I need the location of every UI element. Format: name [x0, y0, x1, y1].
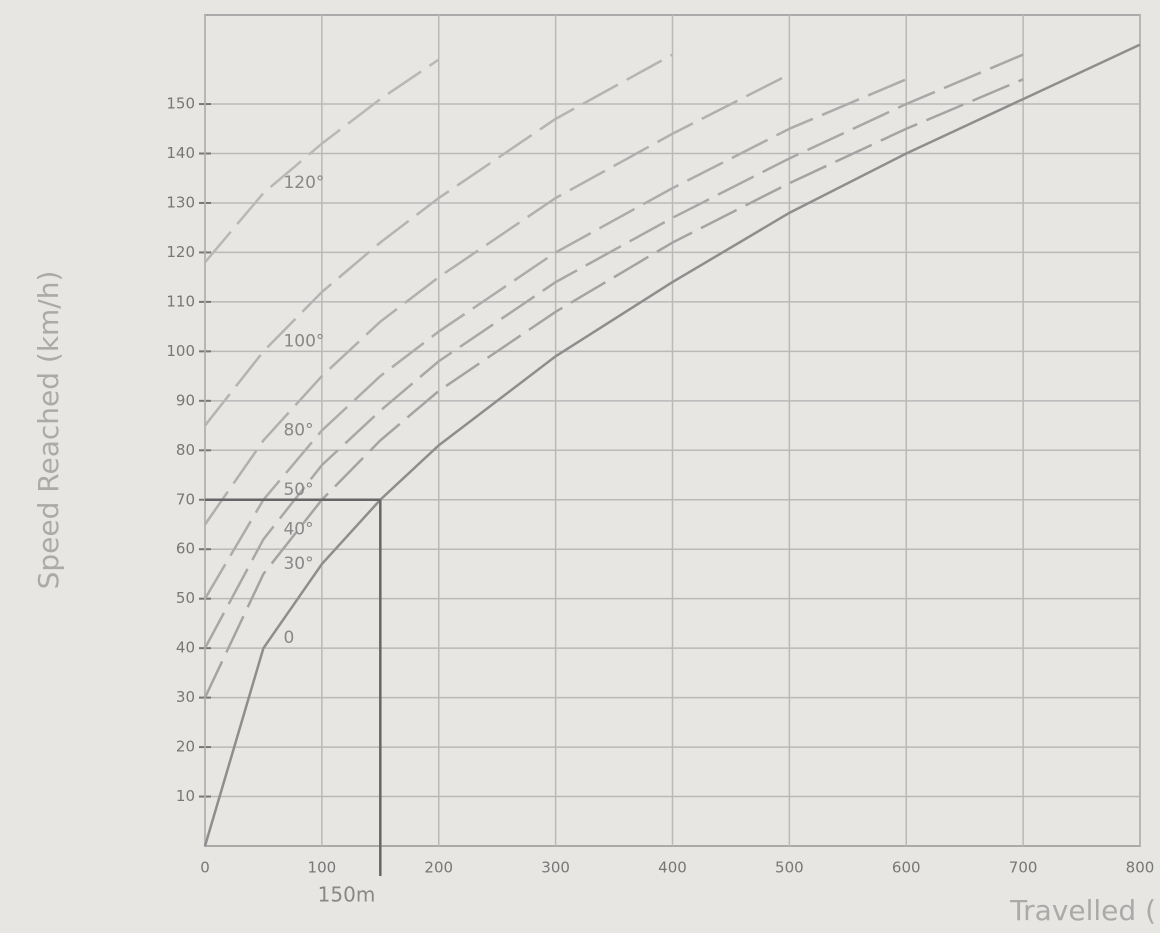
series-line: [203, 73, 790, 526]
series-label: 50°: [283, 480, 313, 500]
series-line: [203, 43, 1141, 847]
x-tick-label: 500: [775, 859, 804, 877]
y-tick-label: 10: [176, 787, 195, 805]
x-tick-label: 400: [658, 859, 687, 877]
series-label: 0: [283, 628, 294, 648]
y-tick-label: 120: [166, 243, 195, 261]
y-tick-label: 70: [176, 490, 195, 508]
x-tick-label: 100: [308, 859, 337, 877]
x-tick-label: 300: [541, 859, 570, 877]
y-tick-label: 80: [176, 441, 195, 459]
annotation: 150m: [318, 883, 376, 907]
y-tick-label: 30: [176, 688, 195, 706]
y-tick-label: 140: [166, 144, 195, 162]
x-tick-label: 0: [200, 859, 210, 877]
series-label: 40°: [283, 519, 313, 539]
y-tick-label: 40: [176, 639, 195, 657]
series-line: [203, 53, 1024, 649]
y-tick-label: 150: [166, 95, 195, 113]
y-tick-label: 60: [176, 540, 195, 558]
x-tick-label: 600: [892, 859, 921, 877]
x-tick-label: 700: [1009, 859, 1038, 877]
series-line: [203, 78, 907, 600]
y-tick-label: 90: [176, 391, 195, 409]
x-tick-label: 800: [1126, 859, 1155, 877]
y-tick-label: 110: [166, 292, 195, 310]
series-line: [204, 53, 674, 427]
x-axis-label: Travelled (: [1009, 894, 1156, 927]
x-tick-label: 200: [424, 859, 453, 877]
series-label: 30°: [283, 554, 313, 574]
series-line: [204, 58, 440, 264]
series-line: [203, 78, 1024, 699]
series-label: 80°: [283, 420, 313, 440]
y-tick-label: 20: [176, 738, 195, 756]
series-label: 120°: [283, 173, 324, 193]
series-label: 100°: [283, 331, 324, 351]
y-axis-label: Speed Reached (km/h): [32, 271, 65, 590]
y-tick-label: 130: [166, 193, 195, 211]
y-tick-label: 100: [166, 342, 195, 360]
y-tick-label: 50: [176, 589, 195, 607]
